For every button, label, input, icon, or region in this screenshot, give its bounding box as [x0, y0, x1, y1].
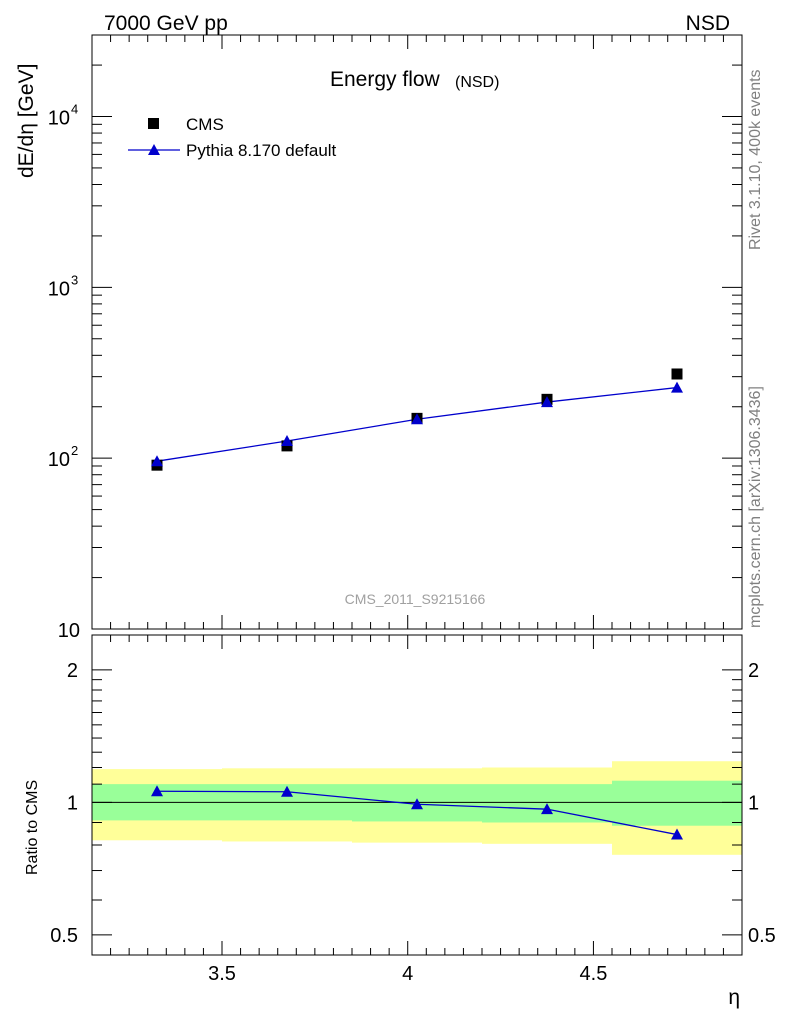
legend-pythia-label: Pythia 8.170 default: [186, 141, 337, 160]
pythia-data-point: [541, 396, 553, 408]
legend-cms-label: CMS: [186, 115, 224, 134]
ratio-data-layer: [151, 785, 683, 840]
ratio-y-tick-label-right: 2: [748, 660, 759, 682]
pythia-data-point: [411, 413, 423, 425]
pythia-data-point: [281, 435, 293, 447]
analysis-watermark: CMS_2011_S9215166: [345, 591, 486, 607]
cms-data-point: [671, 368, 683, 380]
x-tick-label: 4: [402, 963, 413, 985]
main-data-layer: [151, 368, 683, 471]
ratio-tick-labels: 0.5 0.5 1 1 2 2 3.5 4 4.5: [50, 660, 776, 985]
legend: CMS Pythia 8.170 default: [128, 115, 337, 160]
mcplots-label: mcplots.cern.ch [arXiv:1306.3436]: [747, 386, 764, 628]
x-tick-label: 3.5: [208, 963, 236, 985]
ratio-y-tick-label-right: 1: [748, 792, 759, 814]
ratio-pythia-point: [541, 803, 553, 815]
legend-pythia-marker: [148, 144, 160, 155]
ratio-stat-uncertainty-band: [612, 780, 742, 826]
pythia-line: [156, 386, 678, 462]
main-axis-ticks: [92, 34, 743, 630]
ratio-pythia-point: [281, 785, 293, 797]
ratio-panel: 0.5 0.5 1 1 2 2 3.5 4 4.5 Ratio to CMS η: [24, 634, 776, 1009]
header-left-label: 7000 GeV pp: [104, 12, 228, 35]
ratio-y-tick-label-left: 2: [67, 660, 78, 682]
legend-cms-marker: [148, 118, 159, 129]
main-y-tick-label: 10: [48, 278, 70, 300]
main-y-tick-label-exponent: 4: [71, 102, 78, 117]
rivet-version-label: Rivet 3.1.10, 400k events: [747, 69, 764, 250]
header-right-label: NSD: [686, 12, 730, 35]
ratio-y-axis-label: Ratio to CMS: [24, 780, 41, 875]
pythia-data-point: [151, 455, 163, 467]
main-panel-frame: [91, 34, 743, 630]
ratio-y-tick-label-left: 1: [67, 792, 78, 814]
pythia-data-point: [671, 381, 683, 393]
main-y-tick-label-exponent: 3: [71, 272, 78, 287]
main-y-tick-label-exponent: 2: [71, 443, 78, 458]
main-y-axis-label: dE/dη [GeV]: [15, 64, 38, 178]
main-y-tick-label: 10: [58, 620, 80, 642]
main-y-tick-label: 10: [48, 449, 70, 471]
ratio-pythia-point: [151, 785, 163, 797]
x-tick-label: 4.5: [580, 963, 608, 985]
main-chart-title: Energy flow: [330, 68, 441, 91]
x-axis-label: η: [728, 986, 740, 1009]
main-chart-title-suffix: (NSD): [455, 74, 499, 91]
main-y-tick-label: 10: [48, 108, 70, 130]
ratio-y-tick-label-right: 0.5: [748, 925, 776, 947]
ratio-pythia-point: [411, 798, 423, 810]
ratio-y-tick-label-left: 0.5: [50, 925, 78, 947]
ratio-axis-ticks: [92, 635, 743, 955]
ratio-panel-frame: [91, 634, 743, 956]
ratio-pythia-point: [671, 828, 683, 840]
